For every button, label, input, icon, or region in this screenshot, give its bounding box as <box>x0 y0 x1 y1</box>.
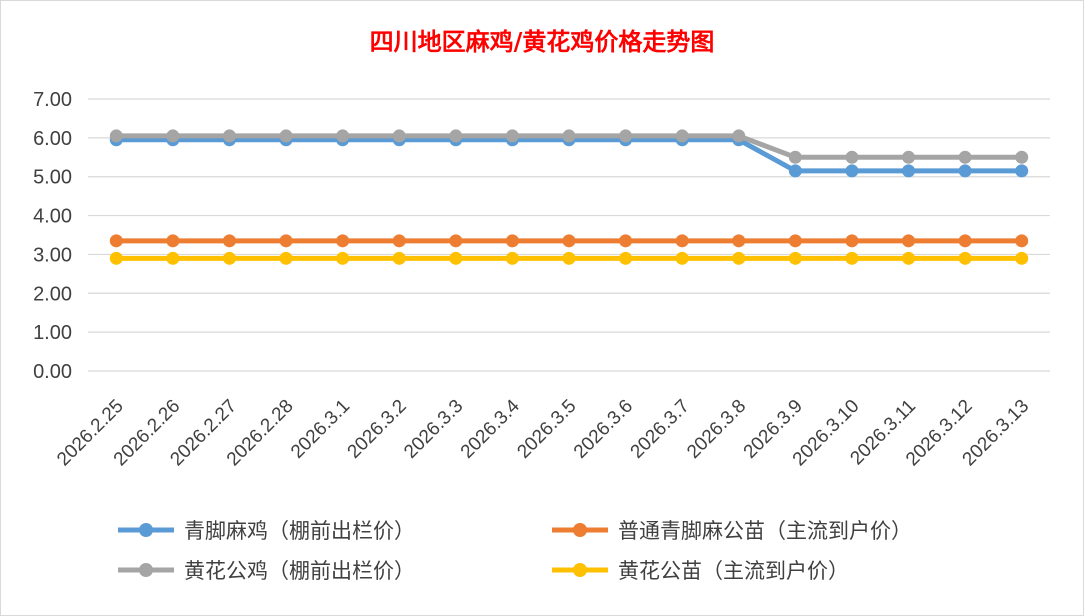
data-point <box>902 234 916 248</box>
data-point <box>562 234 576 248</box>
data-point <box>505 129 519 143</box>
data-point <box>675 251 689 265</box>
legend-label: 黄花公鸡（棚前出栏价） <box>184 559 415 583</box>
data-point <box>222 251 236 265</box>
y-tick-label: 3.00 <box>33 244 72 266</box>
data-point <box>449 251 463 265</box>
x-tick-label: 2026.3.4 <box>457 395 524 462</box>
data-point <box>619 234 633 248</box>
x-axis-ticks: 2026.2.252026.2.262026.2.272026.2.282026… <box>53 395 1033 470</box>
series-group <box>109 129 1029 265</box>
data-point <box>619 251 633 265</box>
legend-item: 黄花公苗（主流到户价） <box>552 559 849 583</box>
data-point <box>845 150 859 164</box>
data-point <box>222 129 236 143</box>
data-point <box>166 234 180 248</box>
data-point <box>562 129 576 143</box>
y-tick-label: 6.00 <box>33 128 72 150</box>
data-point <box>392 129 406 143</box>
data-point <box>222 234 236 248</box>
data-point <box>619 129 633 143</box>
data-point <box>336 129 350 143</box>
x-tick-label: 2026.3.3 <box>400 396 467 463</box>
legend-item: 普通青脚麻公苗（主流到户价） <box>552 519 912 543</box>
data-point <box>675 129 689 143</box>
data-point <box>1015 234 1029 248</box>
data-point <box>449 129 463 143</box>
y-tick-label: 4.00 <box>33 206 72 228</box>
x-tick-label: 2026.3.5 <box>513 396 580 463</box>
legend-marker <box>573 563 587 577</box>
x-tick-label: 2026.3.8 <box>683 396 750 463</box>
data-point <box>1015 251 1029 265</box>
data-point <box>788 150 802 164</box>
y-tick-label: 5.00 <box>33 167 72 189</box>
data-point <box>166 129 180 143</box>
data-point <box>845 234 859 248</box>
data-point <box>279 251 293 265</box>
data-point <box>732 129 746 143</box>
data-point <box>902 164 916 178</box>
legend-label: 普通青脚麻公苗（主流到户价） <box>618 519 912 543</box>
data-point <box>1015 164 1029 178</box>
data-point <box>449 234 463 248</box>
data-point <box>392 251 406 265</box>
x-tick-label: 2026.3.7 <box>627 396 694 463</box>
series-3 <box>109 251 1029 265</box>
legend-marker <box>139 563 153 577</box>
data-point <box>958 234 972 248</box>
y-tick-label: 2.00 <box>33 283 72 305</box>
data-point <box>788 164 802 178</box>
x-tick-label: 2026.3.6 <box>570 396 637 463</box>
data-point <box>1015 150 1029 164</box>
legend-item: 青脚麻鸡（棚前出栏价） <box>118 519 415 543</box>
data-point <box>958 251 972 265</box>
data-point <box>336 251 350 265</box>
x-tick-label: 2026.3.2 <box>344 396 411 463</box>
legend-label: 黄花公苗（主流到户价） <box>618 559 849 583</box>
y-tick-label: 0.00 <box>33 361 72 383</box>
data-point <box>732 251 746 265</box>
data-point <box>902 150 916 164</box>
legend-marker <box>573 523 587 537</box>
data-point <box>788 234 802 248</box>
y-tick-label: 1.00 <box>33 322 72 344</box>
data-point <box>562 251 576 265</box>
legend-marker <box>139 523 153 537</box>
data-point <box>845 251 859 265</box>
data-point <box>109 234 123 248</box>
legend-label: 青脚麻鸡（棚前出栏价） <box>184 519 415 543</box>
legend-item: 黄花公鸡（棚前出栏价） <box>118 559 415 583</box>
data-point <box>902 251 916 265</box>
y-axis-ticks: 0.00 1.00 2.00 3.00 4.00 5.00 6.00 7.00 <box>33 89 72 383</box>
data-point <box>958 164 972 178</box>
x-tick-label: 2026.3.1 <box>287 396 354 463</box>
legend: 青脚麻鸡（棚前出栏价） 普通青脚麻公苗（主流到户价） 黄花公鸡（棚前出栏价） 黄花公苗… <box>118 519 912 583</box>
series-1 <box>109 234 1029 248</box>
data-point <box>166 251 180 265</box>
chart-title: 四川地区麻鸡/黄花鸡价格走势图 <box>370 27 715 56</box>
data-point <box>732 234 746 248</box>
y-tick-label: 7.00 <box>33 89 72 111</box>
data-point <box>279 234 293 248</box>
data-point <box>392 234 406 248</box>
data-point <box>675 234 689 248</box>
data-point <box>109 129 123 143</box>
data-point <box>505 251 519 265</box>
series-2 <box>109 129 1029 164</box>
gridlines <box>88 98 1050 372</box>
data-point <box>505 234 519 248</box>
data-point <box>109 251 123 265</box>
data-point <box>788 251 802 265</box>
data-point <box>845 164 859 178</box>
data-point <box>279 129 293 143</box>
data-point <box>336 234 350 248</box>
data-point <box>958 150 972 164</box>
